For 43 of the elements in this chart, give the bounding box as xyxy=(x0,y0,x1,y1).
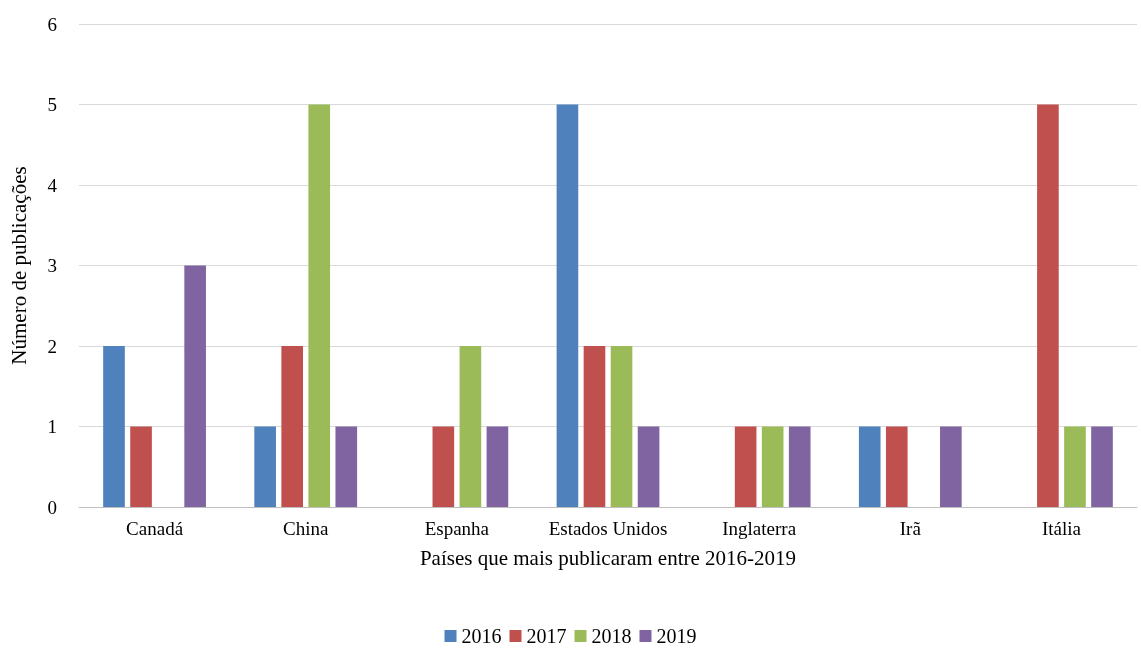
bar xyxy=(432,426,455,507)
bar xyxy=(788,426,811,507)
x-tick-label: Inglaterra xyxy=(722,518,797,539)
y-tick-label: 6 xyxy=(47,13,57,35)
bar xyxy=(858,426,881,507)
bar xyxy=(130,426,152,507)
bar xyxy=(637,426,660,507)
y-axis-title: Número de publicações xyxy=(6,166,31,365)
bar xyxy=(103,346,125,507)
y-tick-label: 1 xyxy=(47,416,57,437)
bar xyxy=(184,265,206,507)
bar xyxy=(885,426,908,507)
y-tick-label: 2 xyxy=(47,335,57,357)
bar xyxy=(486,426,509,507)
x-tick-label: China xyxy=(283,518,329,539)
legend-label: 2018 xyxy=(591,625,632,647)
x-tick-label: Estados Unidos xyxy=(548,518,668,539)
bar xyxy=(610,346,633,507)
legend-label: 2016 xyxy=(461,625,502,647)
bar xyxy=(761,426,784,507)
bar xyxy=(734,426,757,507)
y-tick-label: 5 xyxy=(47,94,57,115)
bar xyxy=(459,346,482,507)
y-tick-label: 3 xyxy=(47,255,57,276)
bar xyxy=(940,426,962,507)
x-tick-label: Irã xyxy=(899,518,922,539)
x-tick-label: Canadá xyxy=(126,518,184,539)
bar xyxy=(556,104,579,507)
bar xyxy=(1037,104,1059,507)
x-tick-label: Itália xyxy=(1041,518,1082,539)
bar xyxy=(281,346,304,507)
bar xyxy=(1091,426,1113,507)
legend-label: 2017 xyxy=(526,625,567,647)
bar xyxy=(254,426,276,507)
x-axis-title: Países que mais publicaram entre 2016-2019 xyxy=(419,545,797,570)
y-tick-label: 4 xyxy=(47,174,58,196)
bar xyxy=(335,426,358,507)
y-tick-label: 0 xyxy=(47,496,57,518)
x-tick-label: Espanha xyxy=(424,518,490,539)
legend-label: 2019 xyxy=(656,625,697,647)
bar xyxy=(583,346,606,507)
bar xyxy=(1064,426,1086,507)
bar xyxy=(308,104,331,507)
